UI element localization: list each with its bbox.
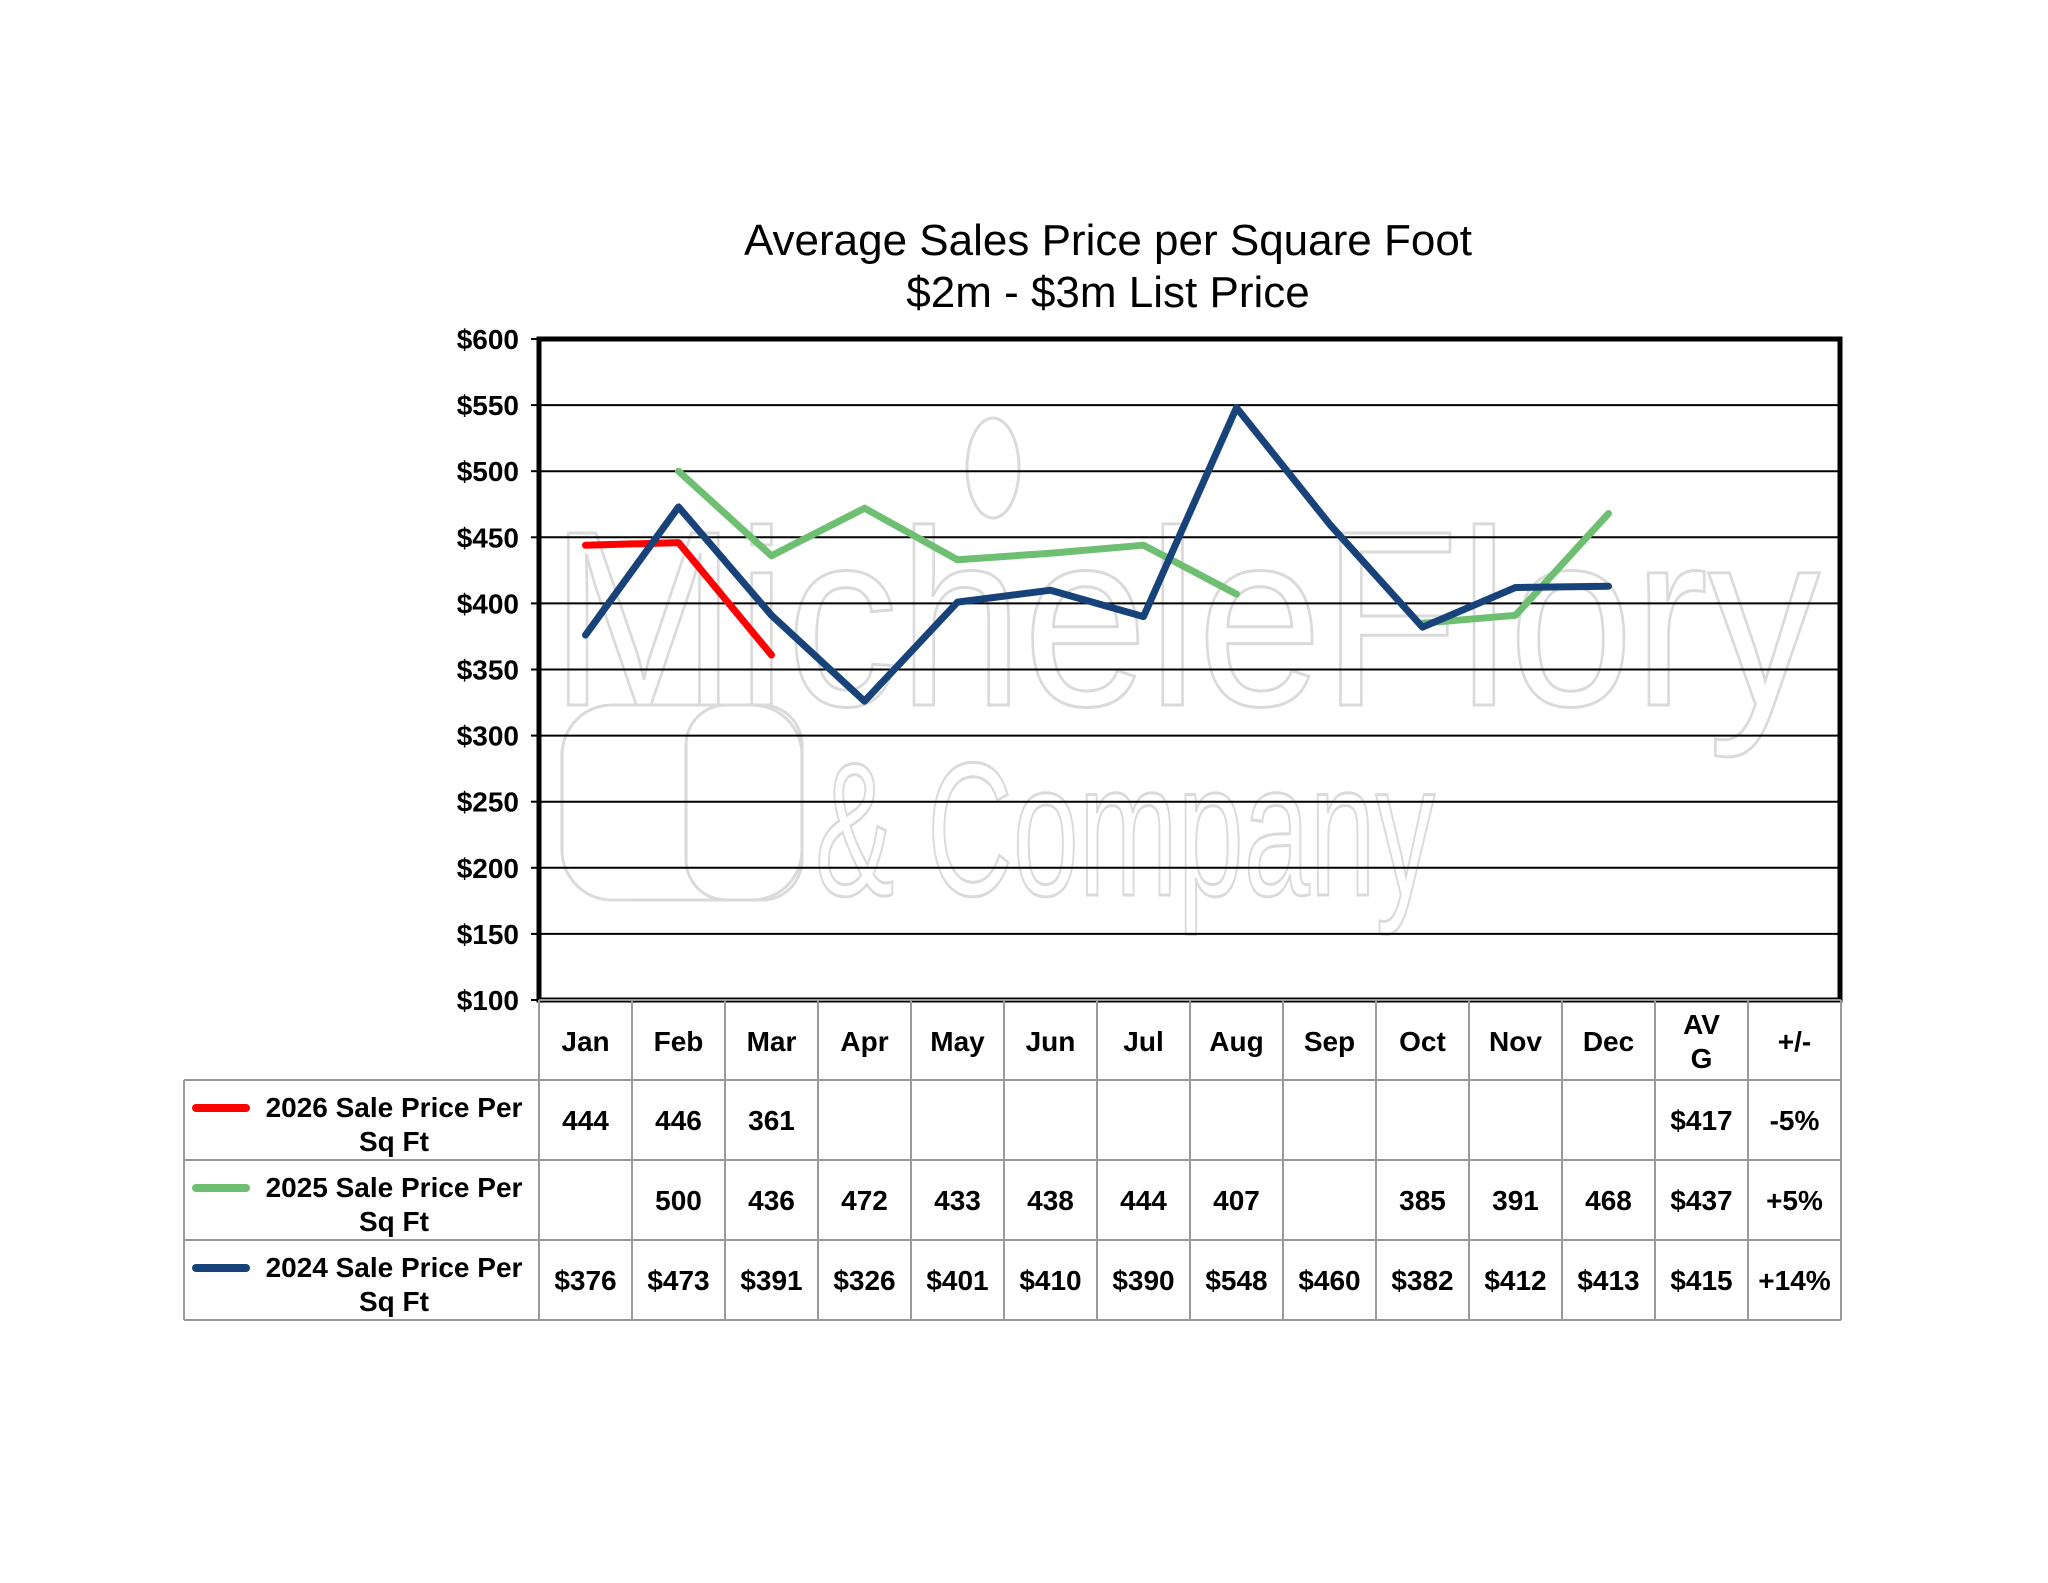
- data-label: 500: [655, 1185, 702, 1216]
- data-label: $382: [1391, 1265, 1453, 1296]
- series-line-segment: [582, 404, 1612, 705]
- table-header-label: +/-: [1778, 1026, 1811, 1057]
- data-label: 446: [655, 1105, 702, 1136]
- y-tick-label: $300: [457, 721, 519, 752]
- y-tick-label: $200: [457, 853, 519, 884]
- x-tick-label: Jun: [1026, 1026, 1076, 1057]
- data-label: $413: [1577, 1265, 1639, 1296]
- series-line-0: [582, 539, 775, 659]
- x-tick-label: Apr: [840, 1026, 888, 1057]
- data-label: 444: [1120, 1185, 1167, 1216]
- data-label: $412: [1484, 1265, 1546, 1296]
- data-label: $391: [740, 1265, 802, 1296]
- x-tick-label: Jul: [1123, 1026, 1163, 1057]
- series-line-segment: [582, 539, 775, 659]
- data-label: 361: [748, 1105, 795, 1136]
- x-tick-label: May: [930, 1026, 985, 1057]
- x-tick-label: Sep: [1304, 1026, 1355, 1057]
- data-label: $473: [647, 1265, 709, 1296]
- change-value: +5%: [1766, 1185, 1823, 1216]
- data-label: 391: [1492, 1185, 1539, 1216]
- y-tick-label: $250: [457, 787, 519, 818]
- x-tick-label: Jan: [561, 1026, 609, 1057]
- table-header-label: AV G: [1683, 1009, 1720, 1074]
- x-tick-label: Dec: [1583, 1026, 1634, 1057]
- data-label: $460: [1298, 1265, 1360, 1296]
- y-tick-label: $100: [457, 985, 519, 1016]
- chart-title: Average Sales Price per Square Foot: [744, 216, 1472, 265]
- data-label: $326: [833, 1265, 895, 1296]
- y-tick-label: $400: [457, 588, 519, 619]
- series-line-segment: [675, 467, 1240, 598]
- data-label: $401: [926, 1265, 988, 1296]
- avg-value: $437: [1670, 1185, 1732, 1216]
- data-label: 468: [1585, 1185, 1632, 1216]
- data-label: $548: [1205, 1265, 1267, 1296]
- y-tick-label: $150: [457, 919, 519, 950]
- svg-text:& Company: & Company: [815, 724, 1435, 936]
- x-tick-label: Nov: [1489, 1026, 1542, 1057]
- data-label: 438: [1027, 1185, 1074, 1216]
- data-label: 436: [748, 1185, 795, 1216]
- y-tick-label: $500: [457, 456, 519, 487]
- chart-subtitle: $2m - $3m List Price: [906, 268, 1309, 317]
- change-value: -5%: [1770, 1105, 1820, 1136]
- series-line-1: [675, 467, 1612, 627]
- data-label: 472: [841, 1185, 888, 1216]
- avg-value: $417: [1670, 1105, 1732, 1136]
- data-label: $410: [1019, 1265, 1081, 1296]
- x-tick-label: Feb: [654, 1026, 704, 1057]
- series-line-2: [582, 404, 1612, 705]
- x-tick-label: Aug: [1209, 1026, 1263, 1057]
- change-value: +14%: [1758, 1265, 1830, 1296]
- x-tick-label: Oct: [1399, 1026, 1446, 1057]
- y-tick-label: $450: [457, 522, 519, 553]
- data-label: $390: [1112, 1265, 1174, 1296]
- watermark-logo: MicheleFlory& Company: [549, 416, 1822, 938]
- y-tick-label: $550: [457, 390, 519, 421]
- data-label: $376: [554, 1265, 616, 1296]
- y-tick-label: $600: [457, 324, 519, 355]
- legend-label: 2026 Sale Price Per Sq Ft: [266, 1092, 523, 1157]
- data-label: 433: [934, 1185, 981, 1216]
- legend-label: 2024 Sale Price Per Sq Ft: [266, 1252, 523, 1317]
- avg-value: $415: [1670, 1265, 1732, 1296]
- data-label: 407: [1213, 1185, 1260, 1216]
- data-label: 444: [562, 1105, 609, 1136]
- series-line-segment: [1419, 510, 1612, 627]
- data-label: 385: [1399, 1185, 1446, 1216]
- x-tick-label: Mar: [747, 1026, 797, 1057]
- legend-label: 2025 Sale Price Per Sq Ft: [266, 1172, 523, 1237]
- y-tick-label: $350: [457, 655, 519, 686]
